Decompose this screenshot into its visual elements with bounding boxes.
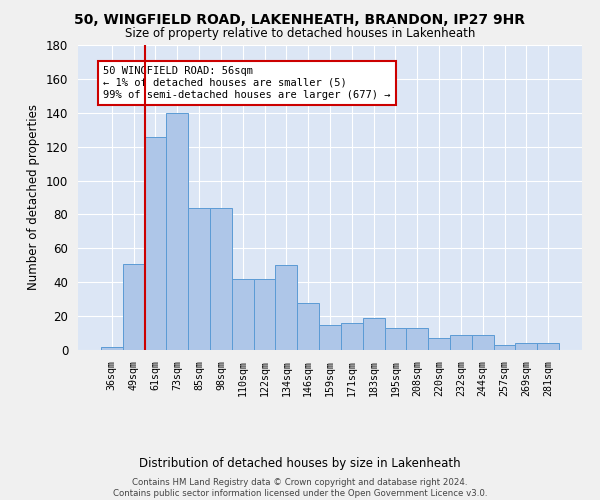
Text: Size of property relative to detached houses in Lakenheath: Size of property relative to detached ho… — [125, 28, 475, 40]
Bar — [428, 338, 450, 350]
Bar — [210, 208, 232, 350]
Bar — [494, 345, 515, 350]
Bar — [319, 324, 341, 350]
Y-axis label: Number of detached properties: Number of detached properties — [28, 104, 40, 290]
Bar — [297, 302, 319, 350]
Bar — [145, 136, 166, 350]
Bar — [472, 335, 494, 350]
Bar — [341, 323, 363, 350]
Bar — [166, 113, 188, 350]
Bar — [188, 208, 210, 350]
Bar — [275, 266, 297, 350]
Bar — [254, 279, 275, 350]
Bar — [385, 328, 406, 350]
Bar — [450, 335, 472, 350]
Bar — [515, 343, 537, 350]
Bar — [537, 343, 559, 350]
Text: 50, WINGFIELD ROAD, LAKENHEATH, BRANDON, IP27 9HR: 50, WINGFIELD ROAD, LAKENHEATH, BRANDON,… — [74, 12, 526, 26]
Bar — [363, 318, 385, 350]
Bar — [101, 346, 123, 350]
Text: Contains HM Land Registry data © Crown copyright and database right 2024.
Contai: Contains HM Land Registry data © Crown c… — [113, 478, 487, 498]
Text: Distribution of detached houses by size in Lakenheath: Distribution of detached houses by size … — [139, 458, 461, 470]
Bar — [232, 279, 254, 350]
Bar — [123, 264, 145, 350]
Bar — [406, 328, 428, 350]
Text: 50 WINGFIELD ROAD: 56sqm
← 1% of detached houses are smaller (5)
99% of semi-det: 50 WINGFIELD ROAD: 56sqm ← 1% of detache… — [103, 66, 391, 100]
